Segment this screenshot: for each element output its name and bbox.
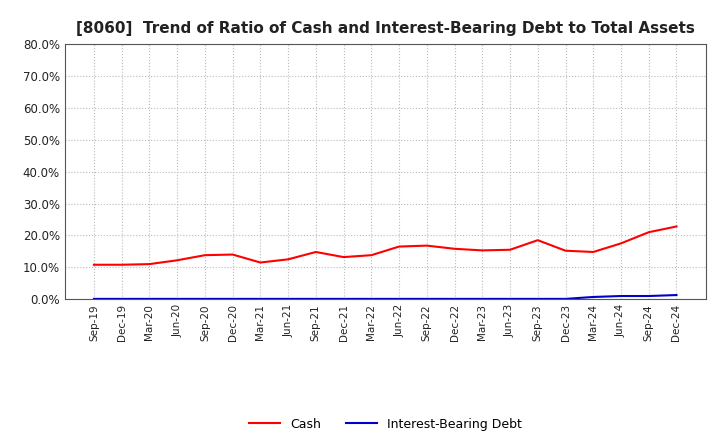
Title: [8060]  Trend of Ratio of Cash and Interest-Bearing Debt to Total Assets: [8060] Trend of Ratio of Cash and Intere… [76,21,695,36]
Cash [505,247,514,253]
Cash [201,253,210,258]
Cash [534,238,542,243]
Cash [145,261,154,267]
Cash [256,260,265,265]
Interest-Bearing Debt [505,296,514,301]
Interest-Bearing Debt [201,296,210,301]
Interest-Bearing Debt [589,294,598,300]
Cash [228,252,237,257]
Interest-Bearing Debt [616,293,625,299]
Cash [589,249,598,255]
Interest-Bearing Debt [672,293,681,298]
Cash [450,246,459,251]
Cash [312,249,320,255]
Cash [478,248,487,253]
Interest-Bearing Debt [339,296,348,301]
Interest-Bearing Debt [256,296,265,301]
Interest-Bearing Debt [367,296,376,301]
Cash [117,262,126,268]
Interest-Bearing Debt [89,296,98,301]
Cash [367,253,376,258]
Cash [644,230,653,235]
Interest-Bearing Debt [534,296,542,301]
Line: Interest-Bearing Debt: Interest-Bearing Debt [94,295,677,299]
Interest-Bearing Debt [312,296,320,301]
Interest-Bearing Debt [173,296,181,301]
Cash [423,243,431,248]
Legend: Cash, Interest-Bearing Debt: Cash, Interest-Bearing Debt [243,413,527,436]
Cash [89,262,98,268]
Interest-Bearing Debt [395,296,403,301]
Interest-Bearing Debt [478,296,487,301]
Interest-Bearing Debt [423,296,431,301]
Cash [672,224,681,229]
Line: Cash: Cash [94,227,677,265]
Interest-Bearing Debt [644,293,653,299]
Interest-Bearing Debt [117,296,126,301]
Interest-Bearing Debt [284,296,292,301]
Interest-Bearing Debt [228,296,237,301]
Cash [561,248,570,253]
Interest-Bearing Debt [561,296,570,301]
Cash [616,241,625,246]
Cash [339,254,348,260]
Interest-Bearing Debt [145,296,154,301]
Cash [173,258,181,263]
Interest-Bearing Debt [450,296,459,301]
Cash [395,244,403,249]
Cash [284,257,292,262]
